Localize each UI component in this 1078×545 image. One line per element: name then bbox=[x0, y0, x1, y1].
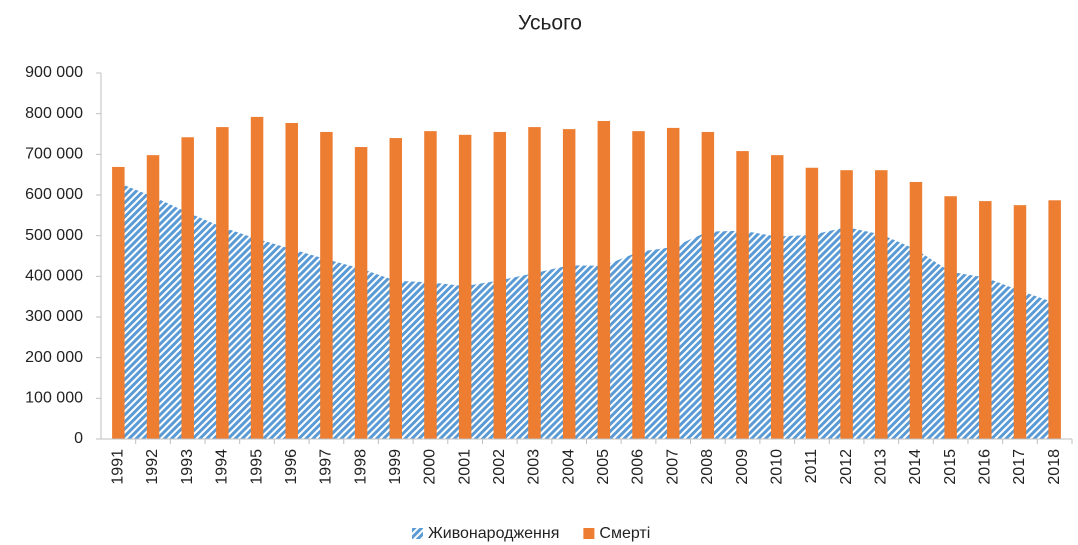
legend-label: Смерті bbox=[599, 525, 650, 542]
bar bbox=[458, 134, 472, 439]
bar bbox=[146, 155, 160, 439]
x-tick-label: 2003 bbox=[526, 449, 543, 485]
y-tick-label: 0 bbox=[74, 430, 83, 447]
x-tick-label: 1996 bbox=[283, 449, 300, 485]
x-tick-label: 2018 bbox=[1046, 449, 1063, 485]
bar bbox=[944, 196, 957, 439]
bar bbox=[112, 166, 125, 439]
chart-title: Усього bbox=[518, 12, 582, 35]
bar bbox=[805, 167, 819, 439]
bar bbox=[389, 138, 403, 440]
x-tick-label: 2015 bbox=[942, 449, 959, 485]
x-tick-label: 1992 bbox=[144, 449, 161, 485]
bar bbox=[1048, 200, 1061, 439]
y-tick-label: 400 000 bbox=[25, 268, 83, 285]
bar bbox=[528, 127, 541, 439]
y-tick-label: 800 000 bbox=[25, 105, 83, 122]
legend-label: Живонародження bbox=[428, 525, 559, 542]
x-tick-label: 2014 bbox=[907, 449, 924, 485]
bar bbox=[216, 127, 229, 439]
x-tick-label: 1993 bbox=[179, 449, 196, 485]
x-tick-label: 2001 bbox=[456, 449, 473, 485]
x-tick-label: 1994 bbox=[214, 449, 231, 485]
legend-swatch bbox=[583, 528, 595, 539]
x-tick-label: 2017 bbox=[1011, 449, 1028, 485]
y-tick-label: 100 000 bbox=[25, 390, 83, 407]
x-tick-label: 1997 bbox=[318, 449, 335, 485]
y-tick-label: 900 000 bbox=[25, 64, 83, 81]
x-tick-label: 2011 bbox=[803, 449, 820, 484]
x-tick-label: 2013 bbox=[872, 449, 889, 485]
x-tick-label: 2008 bbox=[699, 449, 716, 485]
bar bbox=[840, 170, 853, 439]
x-tick-label: 1998 bbox=[352, 449, 369, 485]
y-tick-label: 600 000 bbox=[25, 186, 83, 203]
bar bbox=[666, 127, 680, 440]
bar bbox=[875, 170, 888, 439]
y-tick-label: 300 000 bbox=[25, 308, 83, 325]
bar bbox=[701, 131, 715, 439]
x-tick-label: 2005 bbox=[595, 449, 612, 485]
x-tick-label: 2012 bbox=[838, 449, 855, 485]
area bbox=[118, 182, 1055, 440]
bar bbox=[979, 201, 992, 439]
bar bbox=[354, 147, 368, 439]
x-tick-label: 2004 bbox=[560, 449, 577, 485]
x-tick-label: 2016 bbox=[977, 449, 994, 485]
y-tick-label: 200 000 bbox=[25, 349, 83, 366]
bar bbox=[285, 123, 298, 440]
bar bbox=[909, 181, 923, 439]
x-tick-label: 2000 bbox=[422, 449, 439, 485]
x-tick-label: 1991 bbox=[110, 449, 127, 485]
x-tick-label: 2009 bbox=[734, 449, 751, 485]
bar bbox=[736, 151, 749, 439]
bar bbox=[1013, 205, 1027, 439]
x-tick-label: 2007 bbox=[664, 449, 681, 485]
y-tick-label: 500 000 bbox=[25, 227, 83, 244]
bar bbox=[597, 120, 611, 439]
bar bbox=[493, 131, 507, 439]
x-tick-label: 1999 bbox=[387, 449, 404, 485]
x-tick-label: 1995 bbox=[248, 449, 265, 485]
bar bbox=[562, 129, 576, 439]
bar bbox=[632, 131, 645, 440]
bar bbox=[320, 131, 333, 439]
bar bbox=[424, 131, 437, 440]
x-tick-label: 2006 bbox=[630, 449, 647, 485]
bar bbox=[181, 137, 194, 439]
legend-swatch bbox=[412, 528, 423, 539]
bar bbox=[250, 116, 264, 440]
bar bbox=[770, 155, 784, 439]
x-tick-label: 2010 bbox=[768, 449, 785, 485]
x-tick-label: 2002 bbox=[491, 449, 508, 485]
y-tick-label: 700 000 bbox=[25, 146, 83, 163]
